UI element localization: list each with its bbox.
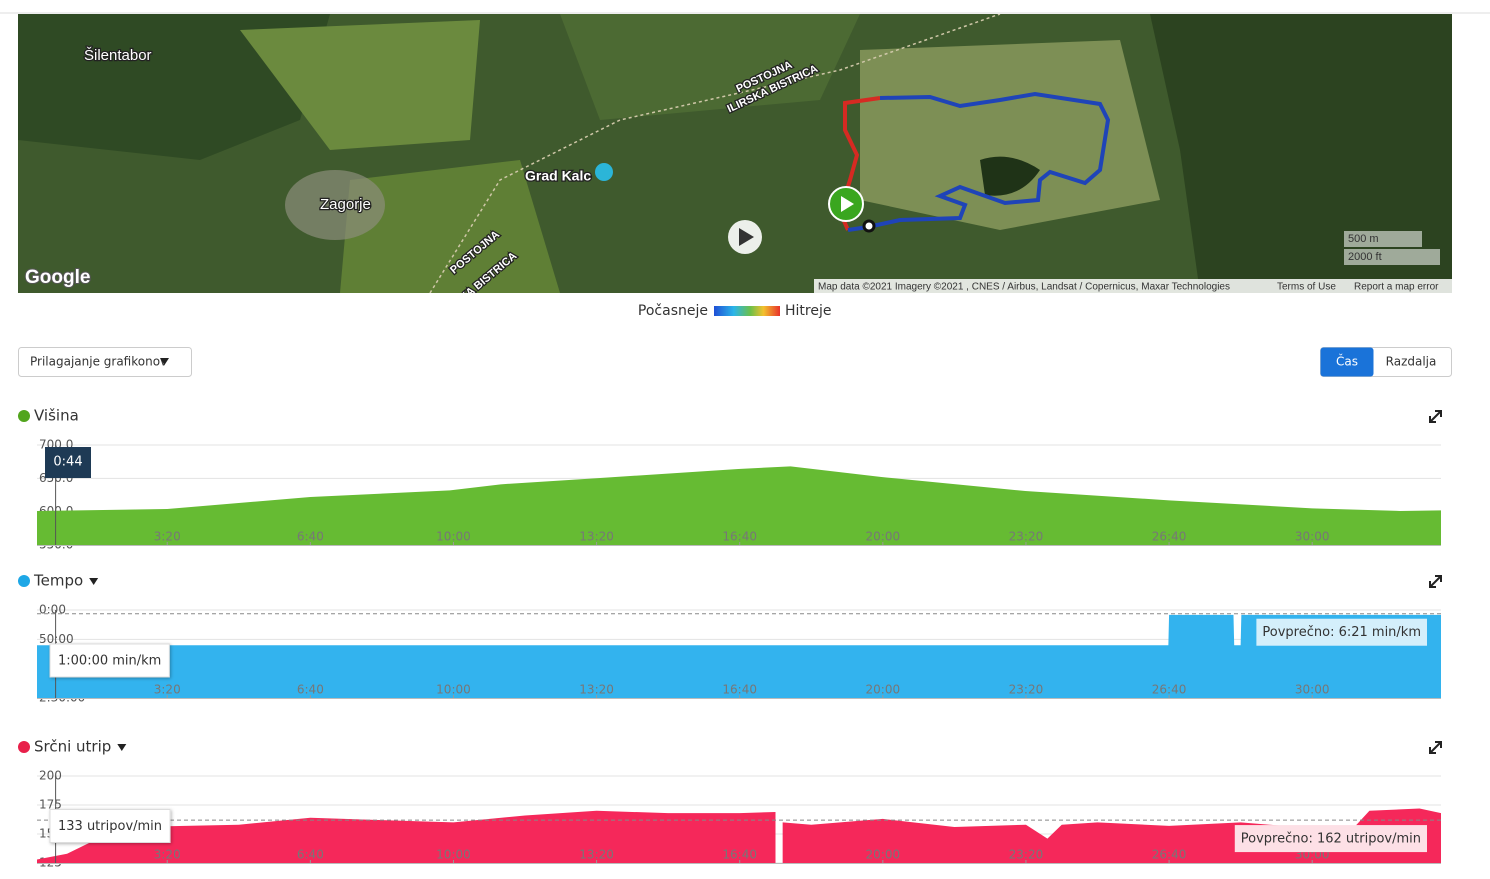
scale-label: 2000 ft bbox=[1348, 251, 1382, 263]
x-tick-label: 23:20 bbox=[1009, 530, 1044, 544]
x-tick-label: 23:20 bbox=[1009, 683, 1044, 697]
x-tick-label: 3:20 bbox=[154, 848, 181, 862]
legend-dot bbox=[18, 575, 30, 587]
toggle-time[interactable]: Čas bbox=[1336, 354, 1358, 369]
place-label: Šilentabor bbox=[84, 47, 152, 64]
route bbox=[847, 91, 1111, 232]
field bbox=[240, 20, 480, 150]
poi-icon bbox=[595, 163, 613, 181]
legend-slower: Počasneje bbox=[638, 303, 708, 319]
x-tick-label: 3:20 bbox=[154, 530, 181, 544]
field bbox=[340, 160, 560, 293]
forest bbox=[18, 14, 330, 160]
x-tick-label: 26:40 bbox=[1152, 530, 1187, 544]
x-tick-label: 30:00 bbox=[1295, 683, 1330, 697]
average-label-box bbox=[1234, 825, 1427, 853]
expand-icon[interactable] bbox=[1429, 575, 1442, 588]
attribution: Map data ©2021 Imagery ©2021 , CNES / Ai… bbox=[818, 282, 1230, 293]
end-marker[interactable] bbox=[862, 219, 876, 233]
scale-box bbox=[1344, 249, 1440, 265]
x-tick-label: 10:00 bbox=[436, 530, 471, 544]
village bbox=[285, 170, 385, 240]
x-tick-label: 6:40 bbox=[297, 530, 324, 544]
tooltip-box bbox=[49, 643, 170, 678]
y-tick-label: 50:00 bbox=[39, 632, 74, 646]
toggle-active[interactable] bbox=[1320, 347, 1374, 377]
chart-title: Višina bbox=[34, 407, 79, 425]
y-tick-label: 200 bbox=[39, 769, 62, 783]
x-tick-label: 20:00 bbox=[866, 530, 901, 544]
forest bbox=[980, 156, 1040, 196]
place-label: Zagorje bbox=[320, 196, 371, 213]
legend-dot bbox=[18, 410, 30, 422]
average-label: Povprečno: 6:21 min/km bbox=[1262, 625, 1421, 640]
x-tick-label: 13:20 bbox=[579, 683, 614, 697]
average-label: Povprečno: 162 utripov/min bbox=[1241, 832, 1421, 847]
forest bbox=[1150, 14, 1452, 293]
play-icon bbox=[739, 228, 754, 246]
metric-dropdown[interactable] bbox=[117, 744, 127, 751]
x-tick-label: 10:00 bbox=[436, 848, 471, 862]
x-tick-label: 16:40 bbox=[722, 683, 757, 697]
chart-title: Tempo bbox=[33, 572, 83, 590]
start-icon bbox=[841, 196, 854, 212]
average-label-box bbox=[1256, 618, 1427, 646]
toggle-distance[interactable]: Razdalja bbox=[1386, 355, 1437, 369]
area bbox=[37, 808, 1441, 863]
area bbox=[37, 614, 1441, 698]
google-logo: Google bbox=[25, 267, 90, 288]
x-tick-label: 23:20 bbox=[1009, 848, 1044, 862]
chart-settings-button[interactable] bbox=[18, 347, 192, 377]
x-tick-label: 6:40 bbox=[297, 683, 324, 697]
x-tick-label: 16:40 bbox=[722, 848, 757, 862]
x-tick-label: 20:00 bbox=[866, 683, 901, 697]
tooltip-text: 1:00:00 min/km bbox=[58, 654, 161, 669]
x-tick-label: 6:40 bbox=[297, 848, 324, 862]
metric-dropdown[interactable] bbox=[89, 578, 99, 585]
x-tick-label: 30:00 bbox=[1295, 530, 1330, 544]
cursor-time: 0:44 bbox=[53, 455, 82, 470]
chart-settings-label: Prilagajanje grafikonov bbox=[30, 355, 167, 369]
x-tick-label: 16:40 bbox=[722, 530, 757, 544]
expand-icon[interactable] bbox=[1429, 741, 1442, 754]
terms-link[interactable]: Terms of Use bbox=[1277, 282, 1336, 293]
scale-box bbox=[1344, 231, 1422, 247]
scale-label: 500 m bbox=[1348, 233, 1379, 245]
x-tick-label: 10:00 bbox=[436, 683, 471, 697]
legend-dot bbox=[18, 741, 30, 753]
y-tick-label: 0:00 bbox=[39, 603, 66, 617]
cursor-time-box bbox=[45, 447, 91, 478]
speed-gradient bbox=[714, 306, 780, 316]
forest bbox=[560, 14, 860, 120]
dropdown-icon bbox=[160, 358, 169, 365]
map[interactable]: Šilentabor Zagorje Grad Kalc POSTOJNA IL… bbox=[18, 14, 1452, 323]
tooltip-text: 133 utripov/min bbox=[58, 819, 162, 834]
x-tick-label: 20:00 bbox=[866, 848, 901, 862]
place-label: Grad Kalc bbox=[525, 168, 591, 184]
x-tick-label: 26:40 bbox=[1152, 848, 1187, 862]
x-tick-label: 26:40 bbox=[1152, 683, 1187, 697]
attribution-bar bbox=[814, 279, 1452, 293]
tooltip-box bbox=[49, 809, 171, 843]
x-tick-label: 13:20 bbox=[579, 530, 614, 544]
x-tick-label: 3:20 bbox=[154, 683, 181, 697]
chart-title: Srčni utrip bbox=[34, 738, 111, 756]
area bbox=[37, 466, 1441, 545]
report-link[interactable]: Report a map error bbox=[1354, 282, 1439, 293]
y-tick-label: 175 bbox=[39, 798, 62, 812]
expand-icon[interactable] bbox=[1429, 410, 1442, 423]
legend-faster: Hitreje bbox=[785, 303, 831, 319]
x-tick-label: 13:20 bbox=[579, 848, 614, 862]
